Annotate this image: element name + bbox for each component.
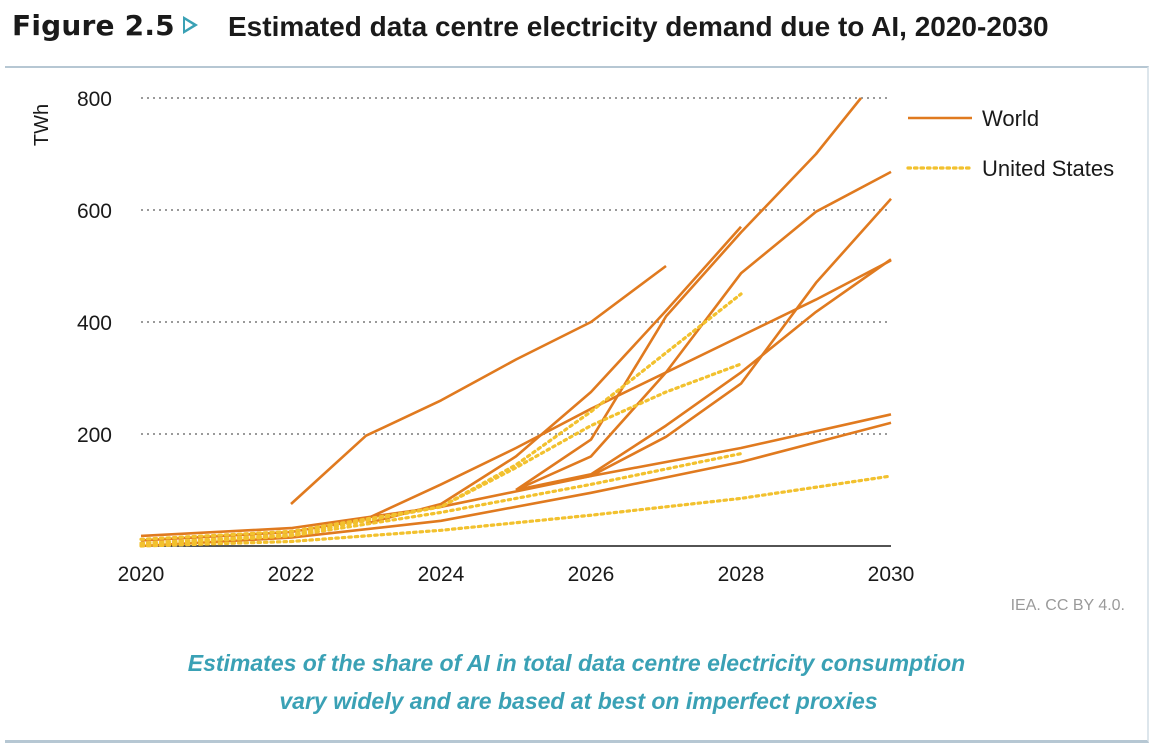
- us-series-line-12: [139, 452, 743, 547]
- caption-line-1: Estimates of the share of AI in total da…: [187, 650, 966, 676]
- figure-panel: [5, 66, 1149, 743]
- figure-header: Figure 2.5 Estimated data centre electri…: [0, 0, 1157, 66]
- world-series-line-9: [140, 421, 892, 548]
- world-series-line-1: [290, 264, 667, 505]
- legend-label-world: World: [982, 106, 1039, 131]
- figure-label: Figure 2.5: [12, 9, 175, 42]
- world-series-line-3: [365, 225, 742, 525]
- figure-title: Estimated data centre electricity demand…: [228, 11, 1049, 42]
- y-tick-label: 800: [77, 88, 112, 111]
- world-series-line-4: [515, 97, 863, 492]
- y-tick-label: 200: [77, 424, 112, 447]
- legend-label-us: United States: [982, 156, 1114, 181]
- axes: 200 400 600 800 2020 2022 2024 2026 2028 2030 TWh: [31, 88, 914, 586]
- legend: World United States: [906, 106, 1114, 181]
- source-credit: IEA. CC BY 4.0.: [1010, 597, 1125, 614]
- series-lines: [139, 97, 893, 548]
- x-tick-label: 2030: [868, 563, 915, 586]
- y-tick-label: 600: [77, 200, 112, 223]
- x-tick-label: 2022: [268, 563, 315, 586]
- x-tick-label: 2026: [568, 563, 615, 586]
- gridlines: [141, 97, 891, 435]
- world-series-line-6: [515, 197, 892, 492]
- y-tick-label: 400: [77, 312, 112, 335]
- triangle-arrow-icon: [183, 16, 198, 34]
- us-series-line-11: [139, 362, 743, 541]
- x-tick-label: 2024: [418, 563, 465, 586]
- us-series-line-13: [139, 474, 893, 548]
- x-tick-label: 2020: [118, 563, 165, 586]
- y-axis-label: TWh: [31, 104, 53, 146]
- world-series-line-8: [140, 413, 892, 538]
- caption-line-2: vary widely and are based at best on imp…: [279, 688, 878, 714]
- world-series-line-7: [515, 258, 892, 492]
- x-tick-label: 2028: [718, 563, 765, 586]
